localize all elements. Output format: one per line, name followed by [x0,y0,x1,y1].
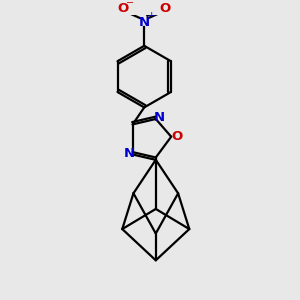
Text: N: N [139,16,150,29]
Text: +: + [147,11,154,20]
Text: O: O [171,130,183,143]
Text: N: N [124,147,135,160]
Text: N: N [154,111,165,124]
Text: −: − [126,0,134,8]
Text: O: O [118,2,129,15]
Text: O: O [159,2,171,15]
